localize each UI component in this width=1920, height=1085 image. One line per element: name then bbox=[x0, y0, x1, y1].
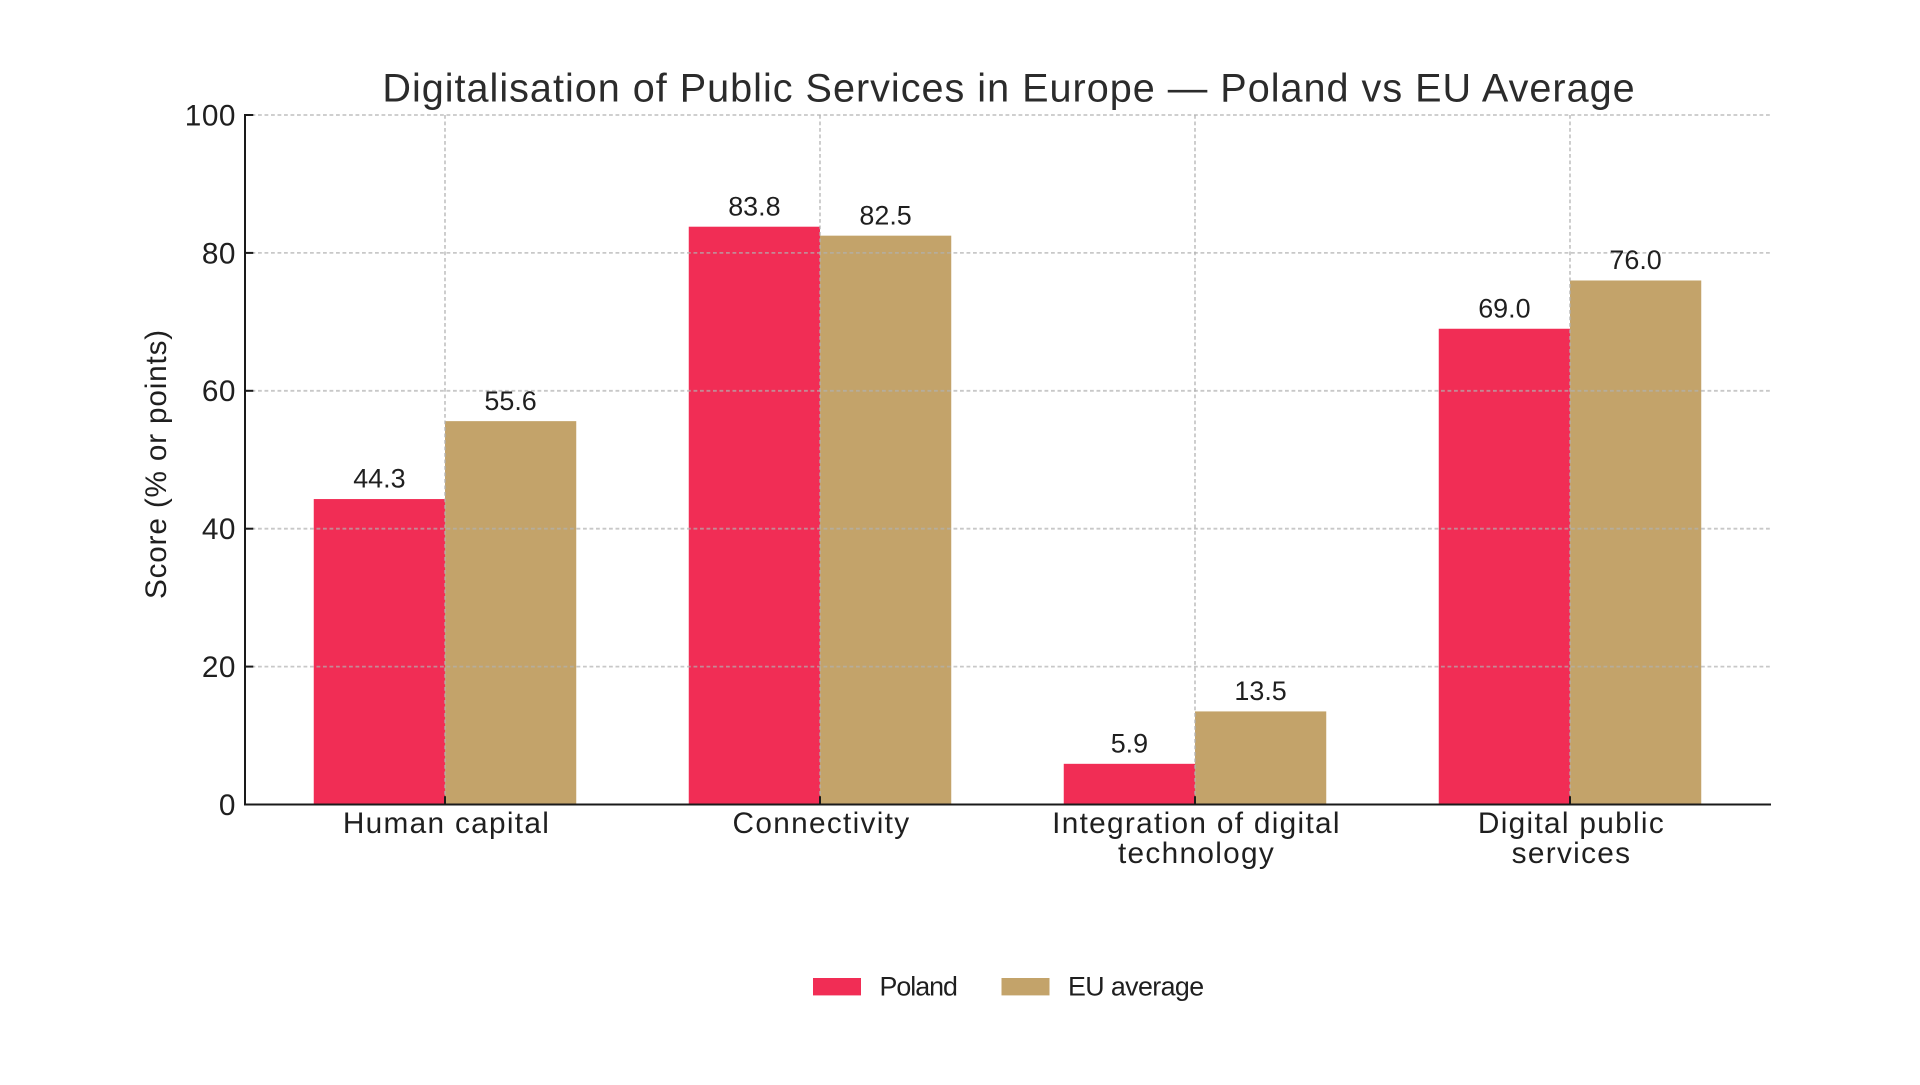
svg-text:13.5: 13.5 bbox=[1234, 676, 1286, 706]
svg-text:Poland: Poland bbox=[880, 972, 958, 1002]
svg-text:83.8: 83.8 bbox=[728, 191, 780, 221]
svg-text:76.0: 76.0 bbox=[1609, 245, 1661, 275]
svg-text:55.6: 55.6 bbox=[484, 386, 536, 416]
svg-text:0: 0 bbox=[219, 789, 236, 822]
svg-text:60: 60 bbox=[202, 375, 236, 408]
svg-text:Integration of digital: Integration of digital bbox=[1052, 807, 1341, 840]
svg-text:Score (% or points): Score (% or points) bbox=[140, 329, 173, 599]
svg-text:Human capital: Human capital bbox=[343, 807, 550, 840]
svg-text:Digitalisation of Public Servi: Digitalisation of Public Services in Eur… bbox=[382, 67, 1635, 111]
svg-text:Connectivity: Connectivity bbox=[733, 807, 911, 840]
svg-text:5.9: 5.9 bbox=[1111, 729, 1148, 759]
svg-text:100: 100 bbox=[185, 99, 236, 132]
svg-text:20: 20 bbox=[202, 651, 236, 684]
svg-text:40: 40 bbox=[202, 513, 236, 546]
svg-text:82.5: 82.5 bbox=[859, 200, 911, 230]
svg-text:69.0: 69.0 bbox=[1478, 293, 1530, 323]
svg-text:EU average: EU average bbox=[1068, 972, 1204, 1002]
svg-text:Digital public: Digital public bbox=[1478, 807, 1665, 840]
svg-text:44.3: 44.3 bbox=[353, 464, 405, 494]
svg-text:services: services bbox=[1512, 837, 1632, 870]
svg-text:80: 80 bbox=[202, 237, 236, 270]
svg-text:technology: technology bbox=[1118, 837, 1275, 870]
